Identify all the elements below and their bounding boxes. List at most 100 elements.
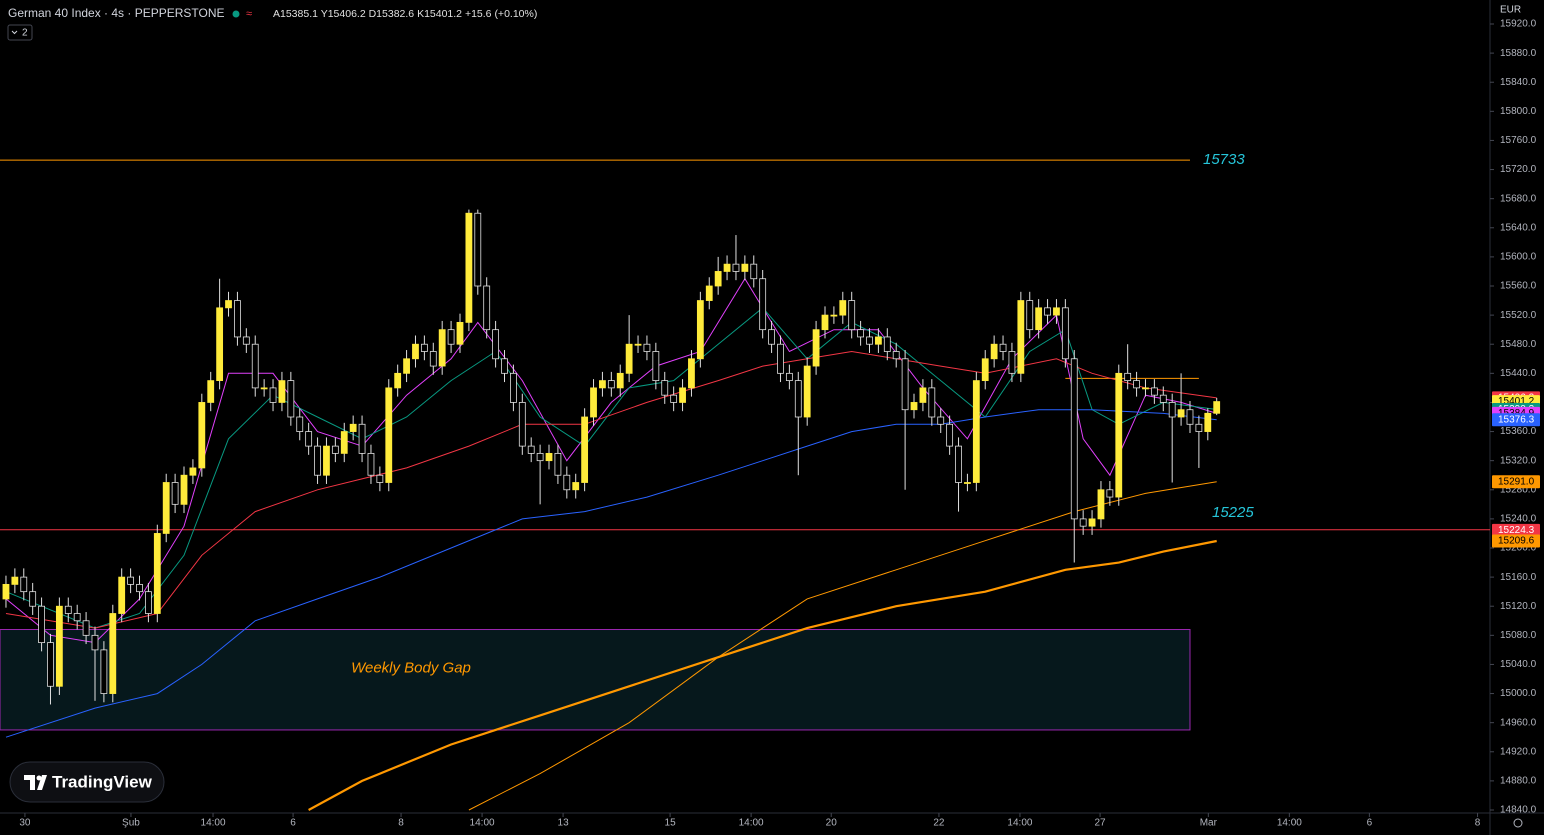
candle-body bbox=[1035, 307, 1043, 331]
y-tick-label: 15000.0 bbox=[1500, 688, 1537, 699]
candle-body bbox=[118, 576, 126, 614]
candle-body bbox=[385, 387, 393, 483]
candle-body bbox=[100, 649, 108, 694]
price-label: 15401.2 bbox=[1498, 396, 1535, 407]
candle-body bbox=[554, 452, 562, 476]
candle-body bbox=[705, 285, 713, 301]
candle-body bbox=[830, 314, 838, 317]
candle-body bbox=[492, 329, 499, 360]
candle-body bbox=[955, 445, 962, 483]
candle-body bbox=[652, 351, 660, 382]
ohlc-high: Y15406.2 bbox=[321, 8, 366, 20]
x-tick-label: 14:00 bbox=[470, 818, 495, 829]
candle-body bbox=[759, 278, 767, 331]
candle-body bbox=[768, 329, 775, 345]
candle-body bbox=[91, 634, 99, 651]
candle-body bbox=[937, 416, 945, 425]
status-icon: ≈ bbox=[246, 8, 252, 20]
candle-body bbox=[47, 642, 54, 687]
y-tick-label: 15280.0 bbox=[1500, 484, 1537, 495]
y-tick-label: 14960.0 bbox=[1500, 717, 1537, 728]
candle-body bbox=[1088, 518, 1096, 527]
level-label: 15733 bbox=[1203, 151, 1245, 168]
level-label: 15225 bbox=[1212, 504, 1254, 521]
candle-body bbox=[679, 387, 686, 403]
moving-average bbox=[308, 539, 1217, 811]
candle-body bbox=[145, 591, 152, 614]
candle-body bbox=[38, 605, 45, 644]
y-tick-label: 15360.0 bbox=[1500, 426, 1537, 437]
candle-body bbox=[723, 263, 731, 272]
candle-body bbox=[429, 351, 437, 367]
candle-body bbox=[741, 263, 749, 272]
y-tick-label: 15160.0 bbox=[1500, 572, 1537, 583]
chevron bbox=[11, 30, 18, 35]
logo-dot bbox=[36, 775, 42, 781]
candle-body bbox=[625, 343, 633, 374]
x-tick-label: 15 bbox=[665, 818, 677, 829]
candle-body bbox=[1079, 518, 1087, 527]
candle-body bbox=[892, 351, 900, 360]
gap-zone bbox=[0, 629, 1191, 731]
x-tick-label: 20 bbox=[826, 818, 838, 829]
candle-body bbox=[848, 300, 856, 331]
candle-body bbox=[1061, 307, 1069, 360]
candle-body bbox=[314, 445, 321, 476]
candle-body bbox=[750, 263, 758, 280]
candle-body bbox=[1204, 412, 1212, 432]
candle-body bbox=[501, 358, 508, 374]
y-tick-label: 15440.0 bbox=[1500, 368, 1537, 379]
candle-body bbox=[296, 416, 304, 432]
candle-body bbox=[794, 380, 802, 418]
candle-body bbox=[465, 212, 473, 323]
candle-body bbox=[901, 358, 909, 411]
logo-text: TradingView bbox=[52, 772, 153, 791]
candle-body bbox=[785, 372, 793, 382]
candle-body bbox=[928, 387, 936, 418]
y-tick-label: 15320.0 bbox=[1500, 455, 1537, 466]
candle-body bbox=[1186, 409, 1194, 425]
candle-body bbox=[260, 387, 268, 390]
candle-body bbox=[323, 445, 330, 476]
candle-body bbox=[109, 613, 117, 694]
x-tick-label: 14:00 bbox=[201, 818, 226, 829]
x-tick-label: Şub bbox=[122, 818, 140, 829]
candle-body bbox=[1026, 300, 1034, 331]
x-tick-label: 6 bbox=[290, 818, 296, 829]
price-label-box bbox=[1492, 475, 1540, 489]
candle-body bbox=[839, 300, 847, 316]
candle-body bbox=[242, 336, 250, 345]
x-tick-label: 13 bbox=[558, 818, 570, 829]
candle-body bbox=[643, 343, 651, 352]
price-label: 15209.6 bbox=[1498, 536, 1535, 547]
logo-badge[interactable] bbox=[9, 761, 165, 803]
candle-body bbox=[55, 605, 63, 687]
y-tick-label: 14840.0 bbox=[1500, 805, 1537, 816]
candle-body bbox=[1017, 300, 1025, 374]
candle-body bbox=[180, 474, 188, 505]
moving-average bbox=[5, 409, 1217, 738]
y-tick-label: 15840.0 bbox=[1500, 77, 1537, 88]
ohlc-low: D15382.6 bbox=[369, 8, 415, 20]
candle-body bbox=[590, 387, 597, 418]
candle-body bbox=[278, 380, 286, 403]
x-tick-label: 8 bbox=[1475, 818, 1481, 829]
ohlc: A15385.1 Y15406.2 D15382.6 K15401.2 +15.… bbox=[273, 8, 537, 20]
indicators-toggle[interactable] bbox=[7, 24, 33, 41]
candle-body bbox=[376, 474, 384, 483]
candle-body bbox=[964, 482, 971, 484]
candle-body bbox=[563, 474, 571, 491]
chart-title: German 40 Index · 4s · PEPPERSTONE bbox=[8, 6, 225, 20]
y-tick-label: 15040.0 bbox=[1500, 659, 1537, 670]
settings-icon[interactable] bbox=[1513, 818, 1523, 828]
moving-average bbox=[5, 277, 1217, 644]
ohlc-open: A15385.1 bbox=[273, 8, 318, 20]
candle-body bbox=[1115, 372, 1123, 498]
candle-body bbox=[287, 380, 295, 418]
candle-body bbox=[1044, 307, 1051, 316]
candle-body bbox=[990, 343, 998, 360]
currency[interactable]: EUR bbox=[1500, 5, 1521, 16]
y-tick-label: 15680.0 bbox=[1500, 193, 1537, 204]
candle-body bbox=[305, 431, 313, 447]
